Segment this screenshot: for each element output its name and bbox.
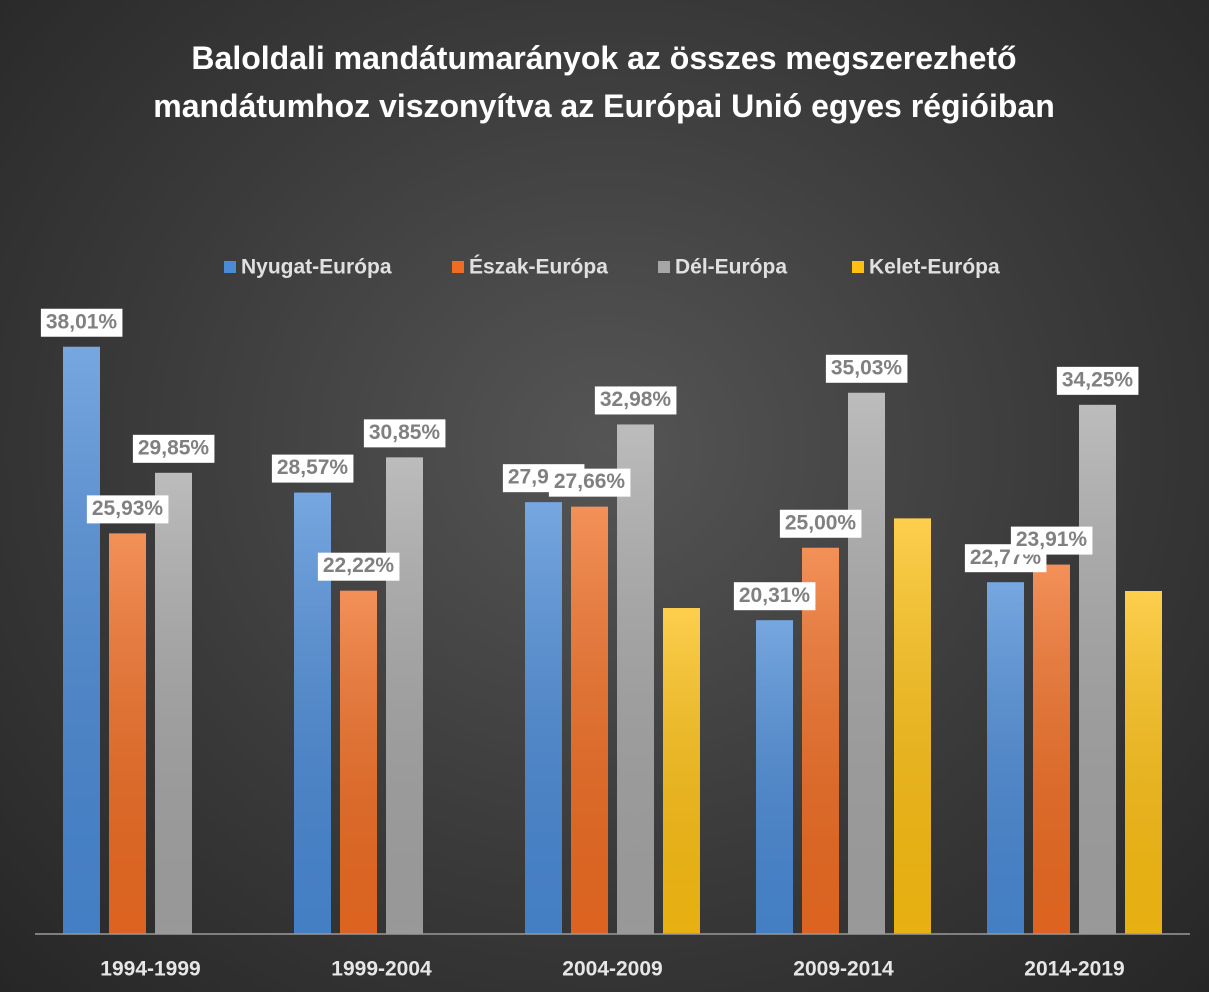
x-tick-label: 2014-2019 [1024, 958, 1124, 981]
legend-label: Kelet-Európa [869, 256, 1000, 279]
legend-swatch [224, 261, 236, 273]
data-label-box [825, 354, 908, 383]
legend-swatch [452, 261, 464, 273]
bar-sheen [848, 392, 885, 934]
data-label-box [1010, 526, 1093, 555]
legend-swatch [852, 261, 864, 273]
data-label: 35,03% [831, 356, 903, 379]
bar-sheen [525, 502, 562, 934]
bar-sheen [571, 506, 608, 934]
bar-sheen [1033, 564, 1070, 934]
data-label: 23,91% [1016, 528, 1088, 551]
data-label: 38,01% [46, 310, 118, 333]
legend-label: Dél-Európa [675, 256, 787, 279]
data-label-box [132, 434, 215, 463]
bar-sheen [663, 608, 700, 934]
bar-sheen [617, 424, 654, 934]
data-label: 29,85% [138, 436, 210, 459]
data-label-box [363, 419, 446, 448]
legend-label: Észak-Európa [469, 256, 608, 279]
data-label: 32,98% [600, 388, 672, 411]
bar-sheen [802, 547, 839, 934]
bar-sheen [1125, 591, 1162, 934]
legend-label: Nyugat-Európa [241, 256, 392, 279]
bar-sheen [894, 518, 931, 934]
data-label-box [271, 454, 354, 483]
data-label: 25,00% [785, 511, 857, 534]
bar-sheen [340, 590, 377, 934]
data-label-box [1056, 366, 1139, 395]
x-tick-label: 2009-2014 [793, 958, 894, 981]
data-label: 27,66% [554, 470, 626, 493]
x-tick-label: 2004-2009 [562, 958, 662, 981]
data-label: 22,22% [323, 554, 395, 577]
x-tick-label: 1994-1999 [100, 958, 200, 981]
data-label-box [317, 552, 400, 581]
bar-sheen [109, 533, 146, 934]
chart-title: Baloldali mandátumarányok az összes megs… [153, 40, 1055, 124]
data-label: 20,31% [739, 584, 811, 607]
legend-swatch [658, 261, 670, 273]
data-label-box [733, 582, 816, 611]
data-label-box [86, 495, 169, 524]
bar-sheen [63, 346, 100, 935]
data-label: 34,25% [1062, 368, 1134, 391]
x-tick-label: 1999-2004 [331, 958, 432, 981]
data-label: 28,57% [277, 456, 349, 479]
bar-sheen [155, 472, 192, 934]
bar-sheen [756, 620, 793, 934]
data-label: 25,93% [92, 497, 164, 520]
data-label: 30,85% [369, 421, 441, 444]
bar-sheen [1079, 404, 1116, 934]
data-label-box [40, 308, 123, 337]
data-label-box [548, 468, 631, 497]
bar-sheen [987, 582, 1024, 934]
data-label-box [779, 509, 862, 538]
data-label-box [594, 386, 677, 415]
bar-sheen [386, 457, 423, 934]
